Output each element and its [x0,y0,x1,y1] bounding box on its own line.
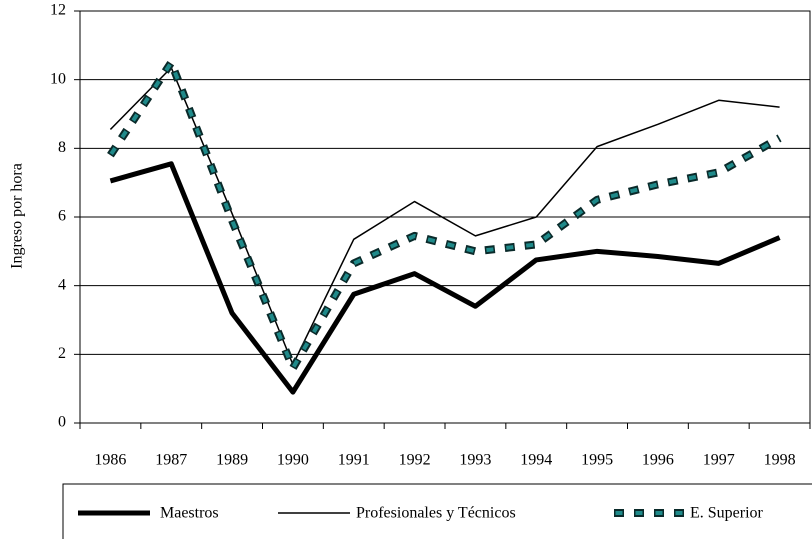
legend-label: Profesionales y Técnicos [356,505,516,522]
x-tick-label: 1996 [642,452,674,469]
y-tick-label: 6 [58,208,66,225]
x-tick-label: 1993 [459,452,491,469]
y-tick-label: 0 [58,414,66,431]
legend-box [62,483,812,539]
series-line [109,66,780,366]
y-tick-label: 12 [50,2,66,19]
x-tick-label: 1995 [581,452,613,469]
legend-label: E. Superior [690,505,764,522]
x-tick-label: 1994 [520,452,552,469]
y-tick-label: 8 [58,139,66,156]
series-line [109,161,781,395]
x-tick-label: 1992 [399,452,431,469]
x-tick-label: 1989 [216,452,248,469]
x-tick-label: 1987 [155,452,187,469]
y-tick-label: 2 [58,345,66,362]
y-tick-label: 10 [50,70,66,87]
x-tick-label: 1997 [703,452,735,469]
x-tick-label: 1990 [277,452,309,469]
series-line [108,60,781,371]
series-line [107,58,782,373]
legend-label: Maestros [160,505,219,522]
y-tick-label: 4 [58,276,66,293]
x-tick-label: 1991 [338,452,370,469]
x-tick-label: 1986 [94,452,126,469]
y-axis-label: Ingreso por hora [9,163,26,269]
x-tick-label: 1998 [764,452,796,469]
